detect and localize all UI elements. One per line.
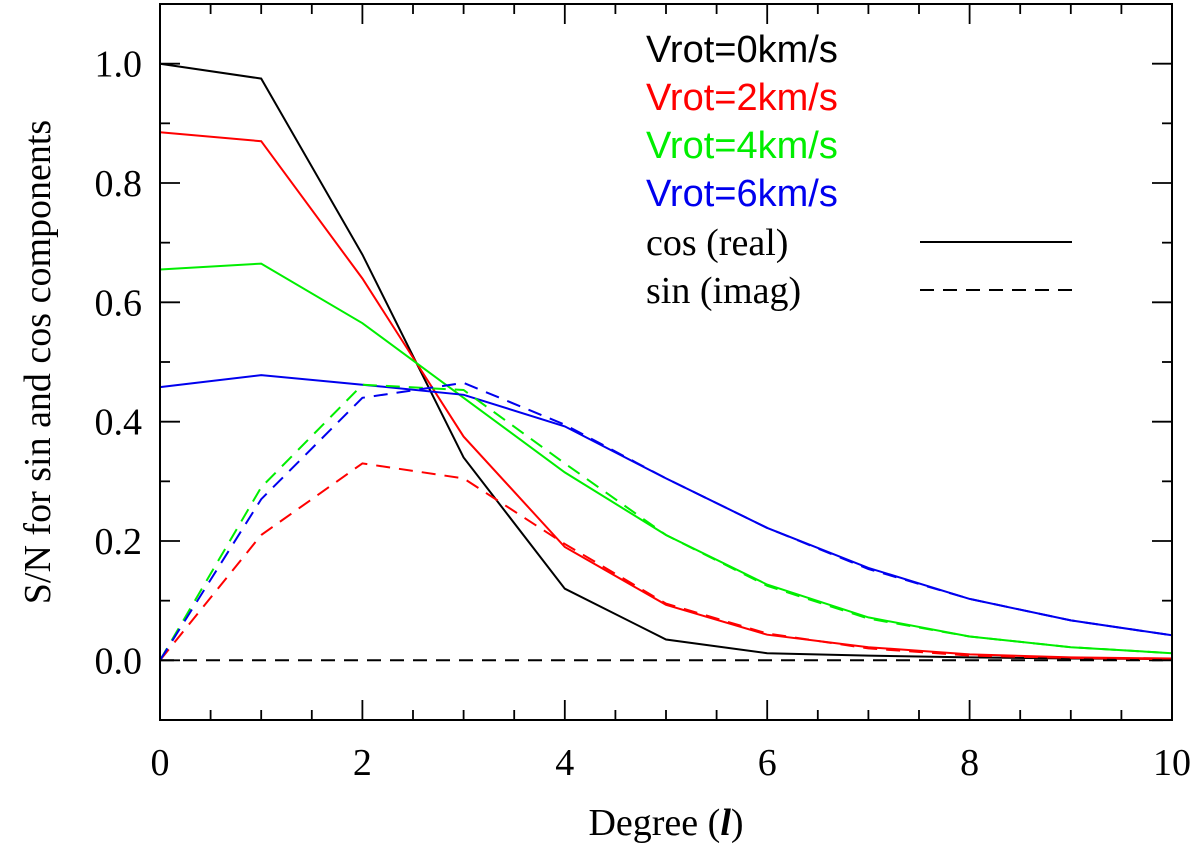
series-line-cos-2 [159,262,1173,655]
y-tick-label: 0.6 [95,282,143,324]
ticks-layer [159,3,1173,721]
tick-labels: 0 2 4 6 8 10 0.0 0.2 0.4 0.6 0.8 1.0 [95,44,1192,784]
y-tick-label: 0.0 [95,640,143,682]
x-tick-label: 0 [151,742,170,784]
x-axis-title: Degree (l) [588,802,743,844]
legend-style-label: cos (real) [646,222,788,264]
legend-entry: Vrot=6km/s [646,173,838,215]
y-tick-label: 0.2 [95,521,143,563]
x-tick-label: 6 [758,742,777,784]
y-axis-title: S/N for sin and cos components [17,120,59,604]
series-line-sin-7 [159,381,1173,661]
series-line-sin-5 [159,462,1173,661]
series-line-sin-6 [159,383,1173,661]
legend: Vrot=0km/s Vrot=2km/s Vrot=4km/s Vrot=6km/s… [646,29,1072,312]
series-line-cos-0 [159,62,1173,661]
y-tick-label: 1.0 [95,44,143,86]
x-tick-label: 2 [353,742,372,784]
legend-entry: Vrot=4km/s [646,125,838,167]
legend-entry: Vrot=0km/s [646,29,838,71]
y-tick-label: 0.4 [95,402,143,444]
legend-entry: Vrot=2km/s [646,77,838,119]
x-axis-symbol: l [720,802,731,844]
x-tick-label: 10 [1153,742,1191,784]
x-tick-label: 4 [555,742,574,784]
series-layer [159,62,1173,662]
x-tick-label: 8 [960,742,979,784]
legend-style-label: sin (imag) [646,270,801,312]
y-tick-label: 0.8 [95,163,143,205]
series-line-cos-3 [159,374,1173,637]
